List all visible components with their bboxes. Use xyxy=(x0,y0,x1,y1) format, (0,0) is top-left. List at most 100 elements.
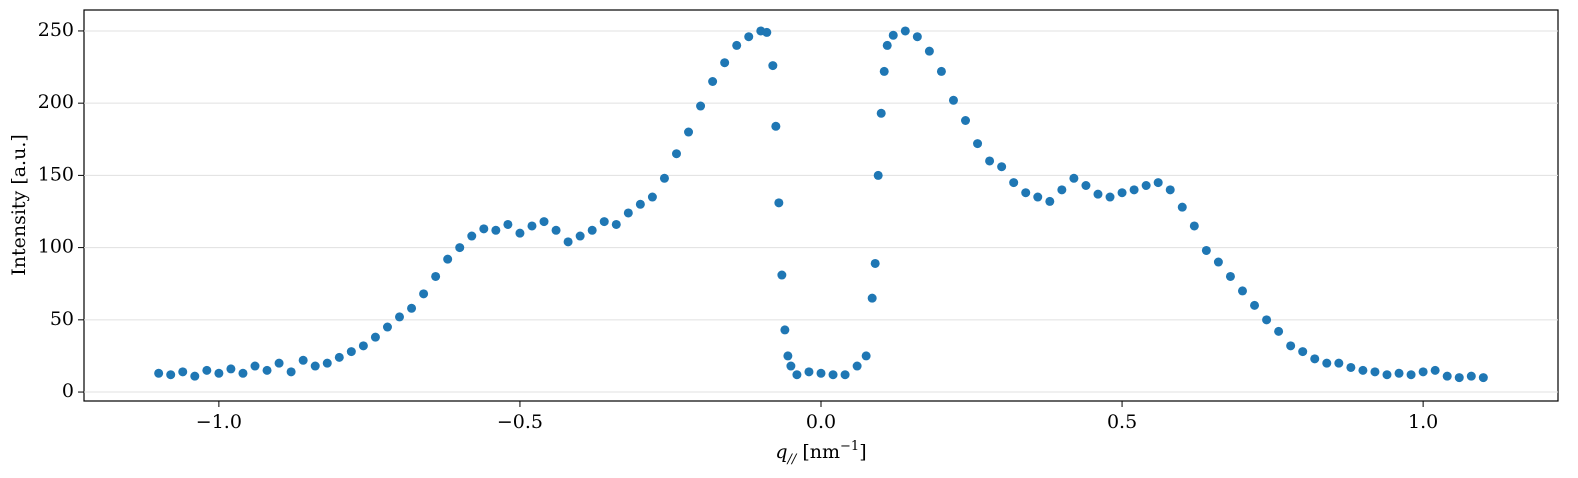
data-point xyxy=(924,46,934,56)
data-point xyxy=(936,66,946,76)
data-point xyxy=(780,325,790,335)
data-point xyxy=(1069,173,1079,183)
data-point xyxy=(1406,370,1416,380)
data-point xyxy=(1189,221,1199,231)
data-point xyxy=(226,364,236,374)
x-label-unit: [nm xyxy=(796,441,840,463)
data-point xyxy=(828,370,838,380)
data-point xyxy=(1177,202,1187,212)
data-point xyxy=(777,270,787,280)
data-point xyxy=(370,332,380,342)
data-point xyxy=(334,352,344,362)
data-point xyxy=(1021,188,1031,198)
data-point xyxy=(202,365,212,375)
data-point xyxy=(1418,367,1428,377)
x-label-close: ] xyxy=(859,441,866,463)
data-point xyxy=(419,289,429,299)
data-point xyxy=(762,27,772,37)
data-point xyxy=(1250,300,1260,310)
data-point xyxy=(804,367,814,377)
data-point xyxy=(1165,185,1175,195)
data-point xyxy=(1129,185,1139,195)
data-point xyxy=(1370,367,1380,377)
x-label-symbol: q xyxy=(775,441,787,463)
data-point xyxy=(879,66,889,76)
data-point xyxy=(1382,370,1392,380)
data-point xyxy=(1334,358,1344,368)
data-point xyxy=(467,231,477,241)
data-point xyxy=(1478,373,1488,383)
data-point xyxy=(1454,373,1464,383)
data-point xyxy=(973,139,983,149)
data-point xyxy=(1237,286,1247,296)
data-point xyxy=(322,358,332,368)
data-point xyxy=(1310,354,1320,364)
data-point xyxy=(873,170,883,180)
y-tick-label: 0 xyxy=(62,380,74,402)
data-point xyxy=(861,351,871,361)
data-point xyxy=(407,303,417,313)
data-point xyxy=(647,192,657,202)
x-label-exponent: −1 xyxy=(840,439,859,454)
data-point xyxy=(997,162,1007,172)
x-tick-label: −1.0 xyxy=(196,411,242,433)
data-point xyxy=(876,108,886,118)
data-point xyxy=(262,365,272,375)
data-point xyxy=(1262,315,1272,325)
data-point xyxy=(575,231,585,241)
data-point xyxy=(792,370,802,380)
y-axis-label: Intensity [a.u.] xyxy=(8,134,30,276)
data-point xyxy=(720,58,730,68)
data-point xyxy=(1286,341,1296,351)
data-point xyxy=(587,225,597,235)
x-label-subscript: // xyxy=(786,452,798,467)
data-point xyxy=(1274,326,1284,336)
data-point xyxy=(623,208,633,218)
data-point xyxy=(816,368,826,378)
y-tick-label: 150 xyxy=(38,163,74,185)
data-point xyxy=(1045,196,1055,206)
data-point xyxy=(768,61,778,71)
data-point xyxy=(1225,271,1235,281)
data-point xyxy=(696,101,706,111)
data-point xyxy=(1033,192,1043,202)
data-point xyxy=(1141,180,1151,190)
data-point xyxy=(900,26,910,36)
x-tick-label: 0.0 xyxy=(806,411,836,433)
data-point xyxy=(238,368,248,378)
data-point xyxy=(310,361,320,371)
data-point xyxy=(358,341,368,351)
x-tick-label: 1.0 xyxy=(1408,411,1438,433)
data-point xyxy=(455,243,465,253)
x-axis-label: q// [nm−1] xyxy=(775,439,866,467)
data-point xyxy=(840,370,850,380)
data-point xyxy=(431,271,441,281)
data-point xyxy=(1117,188,1127,198)
plot-frame xyxy=(83,9,1559,402)
data-point xyxy=(1358,365,1368,375)
y-tick-label: 50 xyxy=(50,308,74,330)
data-point xyxy=(515,228,525,238)
data-point xyxy=(527,221,537,231)
data-point xyxy=(870,258,880,268)
y-tick-label: 200 xyxy=(38,91,74,113)
data-point xyxy=(563,237,573,247)
data-point xyxy=(786,361,796,371)
data-point xyxy=(783,351,793,361)
data-point xyxy=(479,224,489,234)
data-point xyxy=(852,361,862,371)
data-point xyxy=(274,358,284,368)
x-tick-label: 0.5 xyxy=(1107,411,1137,433)
data-point xyxy=(1442,371,1452,381)
data-point xyxy=(1105,192,1115,202)
data-point xyxy=(635,199,645,209)
data-point xyxy=(888,30,898,40)
data-point xyxy=(1093,189,1103,199)
data-point xyxy=(250,361,260,371)
data-point xyxy=(1346,362,1356,372)
data-point xyxy=(395,312,405,322)
data-point xyxy=(744,32,754,42)
data-point xyxy=(1153,178,1163,188)
data-point xyxy=(708,76,718,86)
data-point xyxy=(503,219,513,229)
